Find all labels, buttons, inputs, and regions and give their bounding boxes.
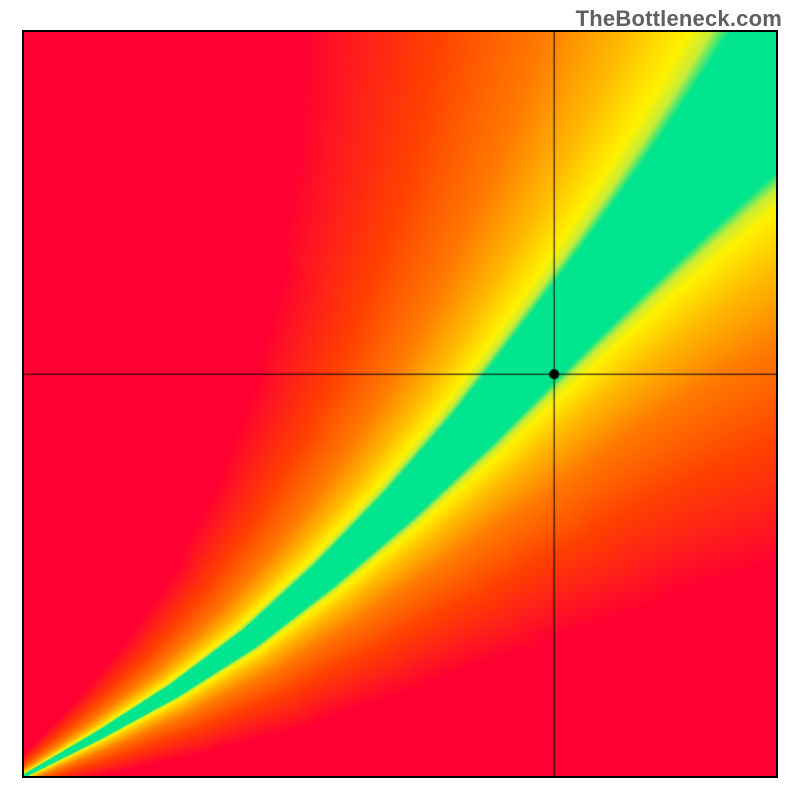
watermark-text: TheBottleneck.com xyxy=(576,6,782,32)
heatmap-plot xyxy=(22,30,778,778)
